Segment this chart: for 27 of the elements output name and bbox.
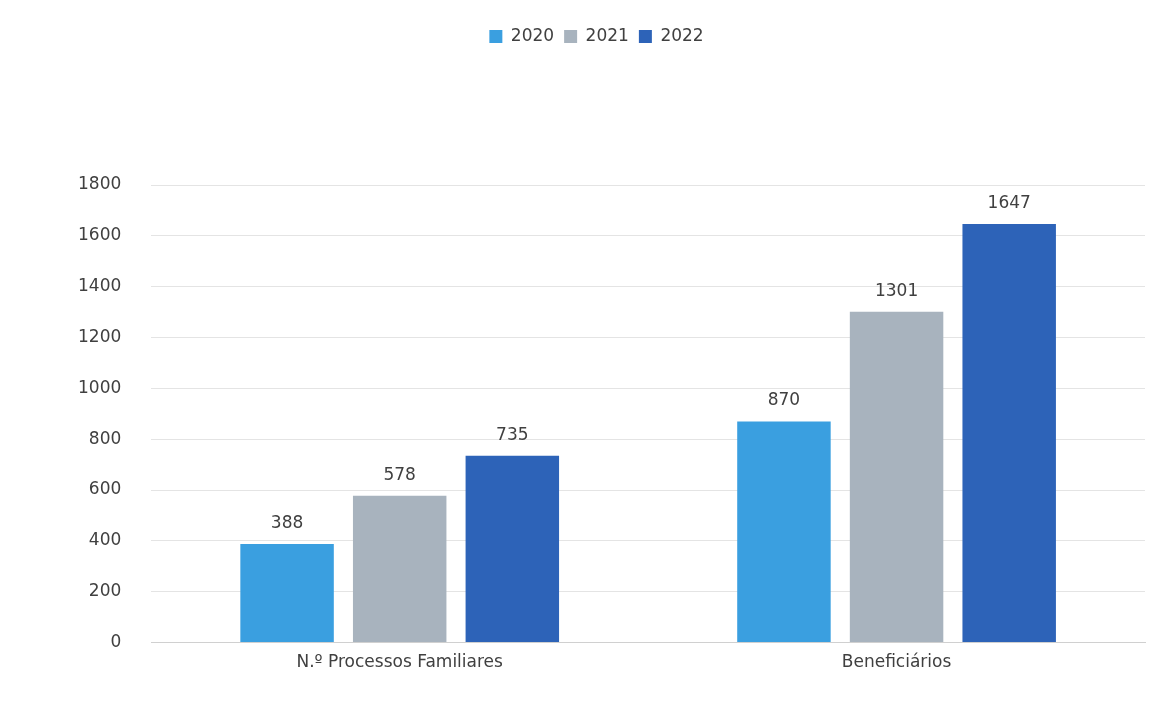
y-tick-label: 200 <box>88 580 122 601</box>
legend-label: 2022 <box>660 24 704 45</box>
data-label: 870 <box>767 389 801 410</box>
bar <box>240 543 334 643</box>
y-tick-label: 1600 <box>78 224 122 245</box>
y-tick-label: 0 <box>110 631 122 652</box>
y-tick-label: 1800 <box>78 173 122 194</box>
y-tick-label: 800 <box>88 427 122 448</box>
data-label: 735 <box>496 423 529 444</box>
y-tick-label: 1400 <box>78 275 122 296</box>
bar <box>962 223 1056 643</box>
data-label: 578 <box>383 463 416 484</box>
data-label: 1647 <box>987 191 1031 212</box>
bar <box>737 421 831 643</box>
data-label: 1301 <box>874 279 919 300</box>
y-tick-label: 1200 <box>78 325 122 346</box>
x-tick-label: Beneficiários <box>841 651 952 672</box>
y-tick-label: 400 <box>88 529 122 550</box>
legend-label: 2021 <box>585 24 629 45</box>
legend-label: 2020 <box>510 24 555 45</box>
y-tick-label: 1000 <box>78 376 122 397</box>
y-tick-label: 600 <box>88 478 122 499</box>
data-label: 388 <box>270 511 304 532</box>
bar <box>849 311 944 643</box>
bar <box>352 495 447 643</box>
bar <box>465 455 560 643</box>
x-tick-label: N.º Processos Familiares <box>296 651 504 672</box>
